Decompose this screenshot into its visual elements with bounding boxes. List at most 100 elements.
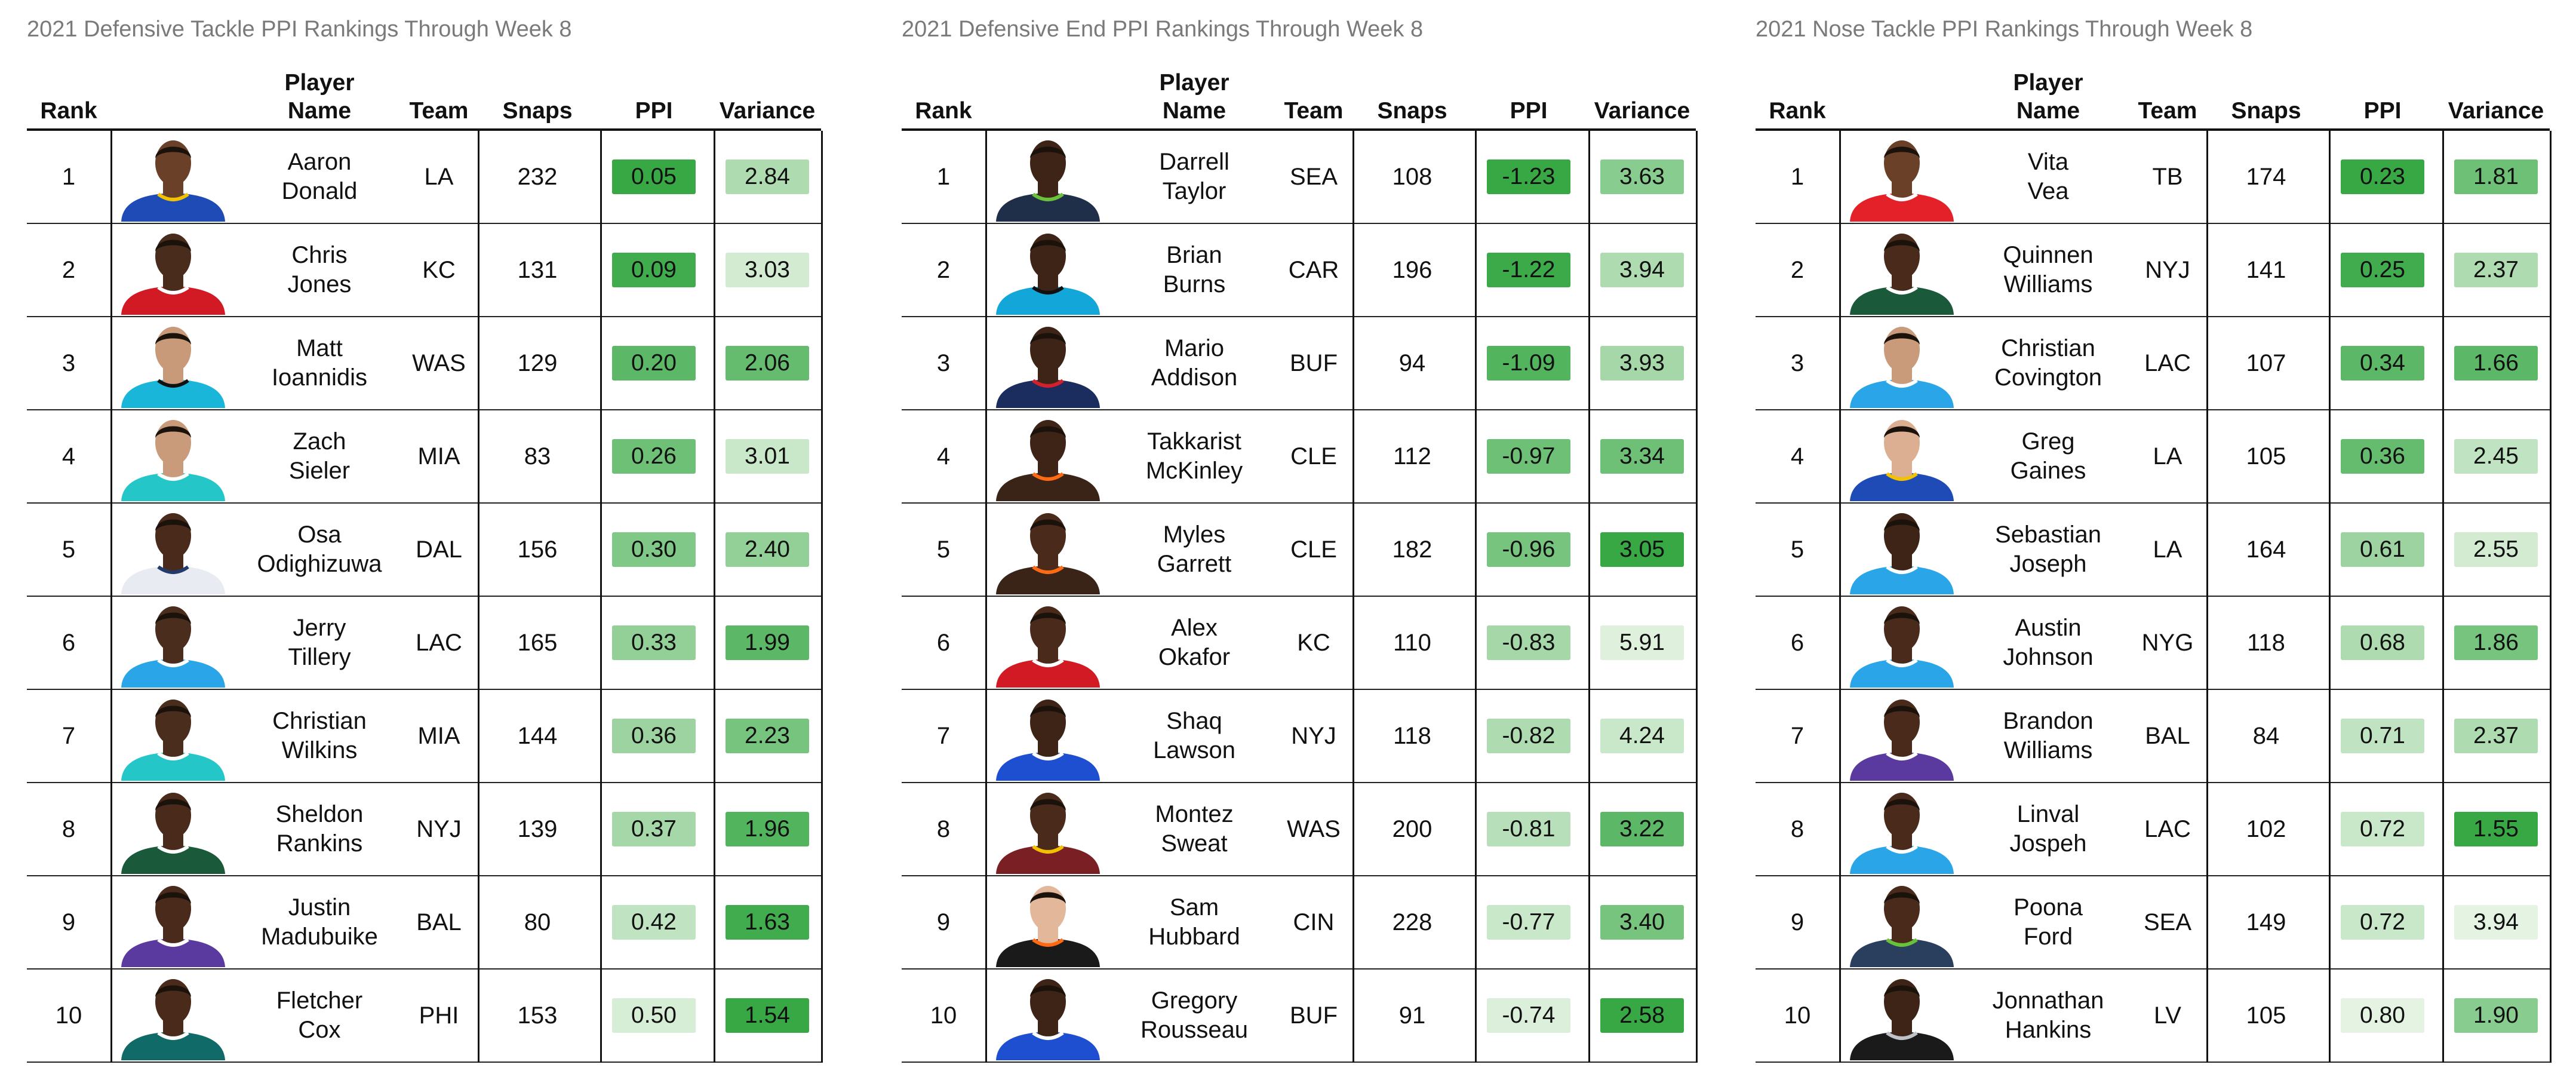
variance-badge: 2.40 bbox=[726, 532, 809, 567]
hair-shape bbox=[1884, 705, 1920, 717]
player-last-name: Burns bbox=[1163, 271, 1226, 297]
row-divider bbox=[27, 968, 821, 970]
table-row: 3 Mario Addison BUF 94 -1.09 3.93 bbox=[902, 317, 1702, 410]
table-row: 5 Sebastian Joseph LA 164 0.61 2.55 bbox=[1756, 504, 2556, 597]
jersey-collar bbox=[157, 286, 189, 294]
row-divider bbox=[1756, 223, 2550, 224]
player-photo bbox=[991, 412, 1100, 501]
table-row: 4 Takkarist McKinley CLE 112 -0.97 3.34 bbox=[902, 410, 1702, 504]
team-cell: KC bbox=[1297, 629, 1330, 656]
jersey-shape bbox=[996, 379, 1100, 408]
jersey-collar bbox=[1886, 845, 1918, 854]
variance-cell: 3.63 bbox=[1588, 131, 1696, 223]
rank-header: Rank bbox=[27, 97, 110, 125]
player-photo bbox=[1845, 784, 1954, 874]
hair-shape bbox=[1030, 985, 1066, 997]
variance-badge: 1.63 bbox=[726, 905, 809, 940]
team-cell: BAL bbox=[416, 909, 462, 935]
ppi-cell: -1.09 bbox=[1475, 317, 1582, 409]
ppi-cell: 0.09 bbox=[600, 224, 708, 316]
snaps-cell: 107 bbox=[2246, 349, 2286, 376]
player-first-name: Sheldon bbox=[275, 801, 364, 827]
player-last-name: Gaines bbox=[2010, 458, 2086, 484]
table-row: 8 Linval Jospeh LAC 102 0.72 1.55 bbox=[1756, 783, 2556, 876]
ppi-header: PPI bbox=[2329, 97, 2436, 125]
ppi-badge: 0.25 bbox=[2341, 253, 2424, 287]
player-headshot-icon bbox=[996, 606, 1100, 688]
player-photo bbox=[991, 878, 1100, 967]
team-cell: SEA bbox=[2143, 909, 2192, 935]
variance-badge: 4.24 bbox=[1600, 719, 1684, 753]
ppi-badge: 0.72 bbox=[2341, 812, 2424, 846]
ppi-cell: 0.42 bbox=[600, 876, 708, 968]
jersey-collar bbox=[157, 192, 189, 201]
player-first-name: Linval bbox=[2016, 801, 2080, 827]
jersey-shape bbox=[121, 286, 225, 315]
player-photo bbox=[991, 971, 1100, 1060]
table-row: 2 Quinnen Williams NYJ 141 0.25 2.37 bbox=[1756, 224, 2556, 317]
jersey-shape bbox=[121, 845, 225, 874]
team-cell: WAS bbox=[1287, 815, 1341, 842]
ppi-badge: 0.72 bbox=[2341, 905, 2424, 940]
ppi-badge: 0.30 bbox=[612, 532, 696, 567]
player-first-name: Sebastian bbox=[1995, 521, 2101, 548]
ppi-cell: 0.05 bbox=[600, 131, 708, 223]
column-divider bbox=[1839, 131, 1841, 1063]
table-row: 1 Vita Vea TB 174 0.23 1.81 bbox=[1756, 131, 2556, 224]
ppi-badge: 0.50 bbox=[612, 998, 696, 1033]
player-name-cell: Brian Burns bbox=[1123, 224, 1266, 316]
player-photo bbox=[1845, 132, 1954, 222]
team-header: Team bbox=[2132, 97, 2203, 125]
player-photo bbox=[991, 598, 1100, 688]
ppi-badge: -1.09 bbox=[1487, 346, 1570, 381]
rank-cell: 2 bbox=[1790, 256, 1805, 283]
player-name-header: Player Name bbox=[1976, 69, 2120, 125]
jersey-shape bbox=[121, 752, 225, 781]
player-last-name: Williams bbox=[2003, 271, 2093, 297]
player-first-name: Austin bbox=[2015, 615, 2082, 641]
team-cell: CLE bbox=[1290, 536, 1337, 563]
player-headshot-icon bbox=[1850, 140, 1954, 222]
snaps-cell: 94 bbox=[1398, 349, 1426, 376]
rank-cell: 10 bbox=[1784, 1002, 1811, 1029]
jersey-shape bbox=[1850, 193, 1954, 222]
ppi-header: PPI bbox=[1475, 97, 1582, 125]
variance-cell: 1.54 bbox=[714, 970, 821, 1062]
variance-cell: 1.81 bbox=[2442, 131, 2550, 223]
ppi-cell: 0.36 bbox=[2329, 410, 2436, 502]
variance-cell: 3.94 bbox=[1588, 224, 1696, 316]
jersey-shape bbox=[1850, 566, 1954, 594]
table-row: 7 Shaq Lawson NYJ 118 -0.82 4.24 bbox=[902, 690, 1702, 783]
player-headshot-icon bbox=[996, 420, 1100, 501]
ppi-header: PPI bbox=[600, 97, 708, 125]
player-first-name: Matt bbox=[296, 335, 343, 361]
player-first-name: Myles bbox=[1163, 521, 1226, 548]
jersey-collar bbox=[1032, 472, 1064, 481]
player-first-name: Greg bbox=[2021, 428, 2075, 455]
variance-cell: 1.90 bbox=[2442, 970, 2550, 1062]
player-headshot-icon bbox=[996, 513, 1100, 594]
player-headshot-icon bbox=[1850, 979, 1954, 1060]
row-divider bbox=[27, 782, 821, 783]
ppi-badge: 0.36 bbox=[612, 719, 696, 753]
player-last-name: Okafor bbox=[1158, 644, 1231, 670]
player-name-cell: Alex Okafor bbox=[1123, 597, 1266, 689]
variance-header: Variance bbox=[714, 97, 821, 125]
row-divider bbox=[902, 502, 1696, 504]
row-divider bbox=[902, 223, 1696, 224]
snaps-cell: 102 bbox=[2246, 815, 2286, 842]
team-cell: SEA bbox=[1289, 163, 1338, 190]
variance-badge: 2.23 bbox=[726, 719, 809, 753]
hair-shape bbox=[1030, 146, 1066, 158]
table-body: 1 Darrell Taylor SEA 108 -1.23 3.63 2 Brian Burns… bbox=[902, 131, 1702, 1063]
player-photo bbox=[116, 225, 225, 315]
player-name-cell: Shaq Lawson bbox=[1123, 690, 1266, 782]
header-label: Player bbox=[1159, 70, 1229, 96]
player-photo bbox=[1845, 412, 1954, 501]
ppi-cell: 0.34 bbox=[2329, 317, 2436, 409]
rank-cell: 9 bbox=[1790, 909, 1805, 935]
player-name-cell: Zach Sieler bbox=[248, 410, 391, 502]
column-divider bbox=[714, 131, 715, 1063]
player-first-name: Aaron bbox=[287, 149, 352, 175]
player-photo bbox=[116, 784, 225, 874]
